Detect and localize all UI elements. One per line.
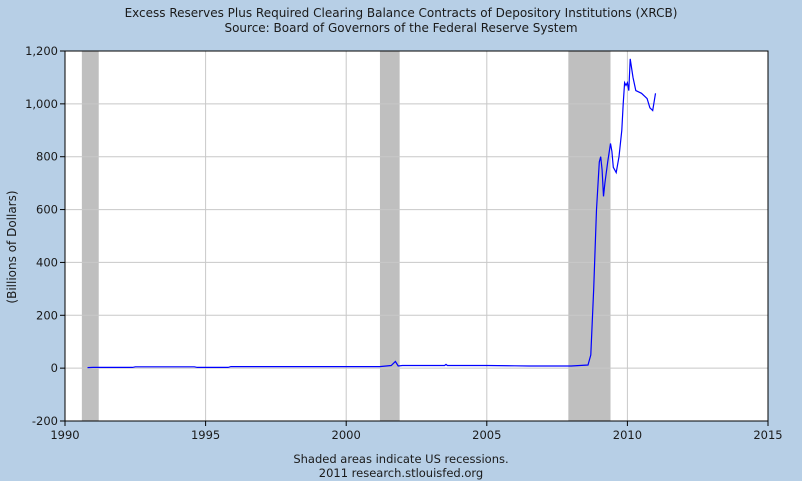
x-tick-label: 2015 (753, 428, 782, 442)
x-tick-label: 2000 (332, 428, 361, 442)
y-tick-label: -200 (32, 414, 58, 428)
plot-area (65, 51, 768, 421)
y-tick-label: 0 (51, 361, 58, 375)
y-tick-label: 1,000 (25, 97, 58, 111)
y-tick-label: 1,200 (25, 44, 58, 58)
series-line (87, 58, 657, 369)
y-tick-label: 400 (36, 255, 58, 269)
y-tick-label: 600 (36, 203, 58, 217)
footer-source: 2011 research.stlouisfed.org (318, 466, 484, 480)
x-tick-label: 2005 (472, 428, 501, 442)
plot-border (64, 50, 769, 422)
x-tick-label: 1990 (50, 428, 79, 442)
footer-recession-note: Shaded areas indicate US recessions. (293, 452, 509, 466)
chart-subtitle: Source: Board of Governors of the Federa… (224, 21, 578, 35)
x-tick-label: 1995 (191, 428, 220, 442)
chart-title-block: Excess Reserves Plus Required Clearing B… (0, 6, 802, 36)
chart-footer: Shaded areas indicate US recessions. 201… (0, 452, 802, 480)
x-tick-label: 2010 (613, 428, 642, 442)
y-tick-label: 800 (36, 150, 58, 164)
recession-band-1 (81, 51, 99, 421)
y-tick-label: 200 (36, 308, 58, 322)
recession-band-2 (379, 51, 400, 421)
chart-title: Excess Reserves Plus Required Clearing B… (124, 6, 678, 20)
